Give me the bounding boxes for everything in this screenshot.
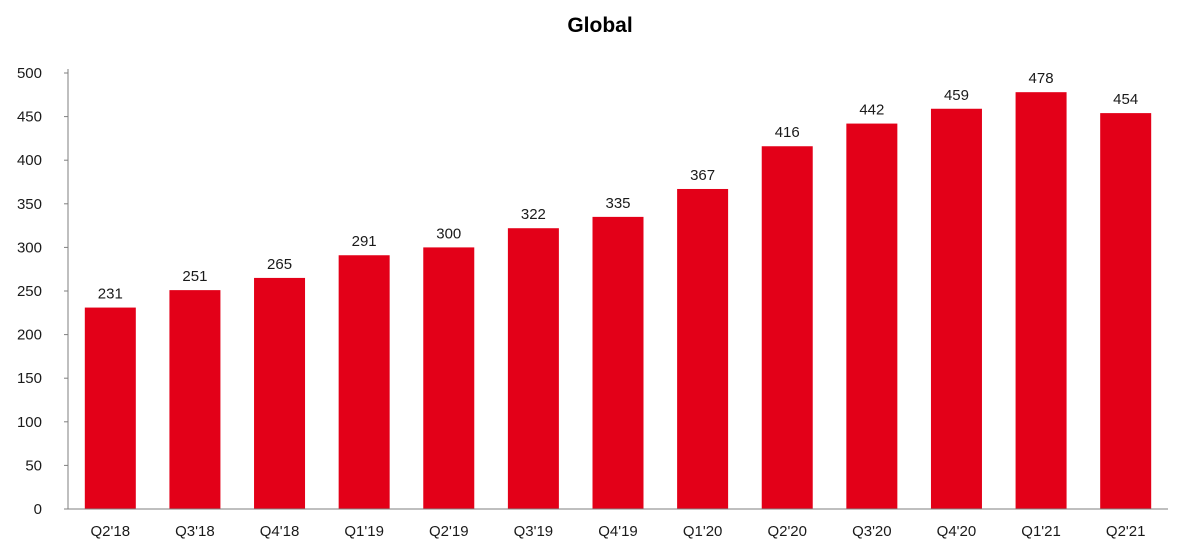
- y-tick-label: 150: [17, 370, 42, 387]
- y-tick-label: 50: [25, 457, 42, 474]
- x-tick-label: Q3'20: [852, 523, 892, 540]
- bar: [930, 108, 982, 509]
- x-tick-label: Q1'19: [344, 523, 384, 540]
- bar: [507, 228, 559, 509]
- bar: [169, 290, 221, 509]
- bar: [254, 277, 306, 509]
- x-tick-label: Q1'21: [1021, 523, 1061, 540]
- y-tick-label: 200: [17, 327, 42, 344]
- data-labels: 231 251 265 291 300 322 335 367 416 442 459 478 454: [98, 70, 1138, 302]
- y-tick-label: 450: [17, 109, 42, 126]
- x-tick-label: Q2'19: [429, 523, 469, 540]
- data-label: 367: [690, 167, 715, 184]
- y-tick-label: 250: [17, 283, 42, 300]
- data-label: 322: [521, 206, 546, 223]
- y-tick-label: 100: [17, 414, 42, 431]
- data-label: 231: [98, 286, 123, 303]
- x-tick-label: Q4'18: [260, 523, 300, 540]
- bar: [338, 255, 390, 509]
- data-label: 416: [775, 124, 800, 141]
- bar: [677, 188, 729, 509]
- x-tick-label: Q2'20: [767, 523, 807, 540]
- x-tick-label: Q4'19: [598, 523, 638, 540]
- y-tick-label: 300: [17, 239, 42, 256]
- x-tick-label: Q1'20: [683, 523, 723, 540]
- data-label: 442: [859, 102, 884, 119]
- x-tick-label: Q4'20: [937, 523, 977, 540]
- data-label: 265: [267, 256, 292, 273]
- bar: [84, 307, 136, 509]
- chart-title: Global: [567, 14, 633, 37]
- data-label: 300: [436, 225, 461, 242]
- y-tick-label: 500: [17, 65, 42, 82]
- x-tick-label: Q2'18: [91, 523, 131, 540]
- bar: [423, 247, 475, 509]
- bar: [592, 216, 644, 509]
- data-label: 291: [352, 233, 377, 250]
- y-axis-ticks: 0 50 100 150 200 250 300 350 400 450 500: [17, 65, 68, 518]
- bar: [846, 123, 898, 510]
- data-label: 459: [944, 87, 969, 104]
- data-label: 478: [1029, 70, 1054, 87]
- data-label: 335: [605, 195, 630, 212]
- x-axis-labels: Q2'18 Q3'18 Q4'18 Q1'19 Q2'19 Q3'19 Q4'19 Q1'20…: [91, 523, 1146, 540]
- x-tick-label: Q3'18: [175, 523, 215, 540]
- y-tick-label: 400: [17, 152, 42, 169]
- bars: [84, 92, 1152, 510]
- data-label: 251: [182, 268, 207, 285]
- data-label: 454: [1113, 91, 1138, 108]
- x-tick-label: Q3'19: [514, 523, 554, 540]
- y-tick-label: 350: [17, 196, 42, 213]
- x-tick-label: Q2'21: [1106, 523, 1146, 540]
- bar: [761, 146, 813, 510]
- y-tick-label: 0: [34, 501, 42, 518]
- bar: [1100, 113, 1152, 509]
- bar: [1015, 92, 1067, 510]
